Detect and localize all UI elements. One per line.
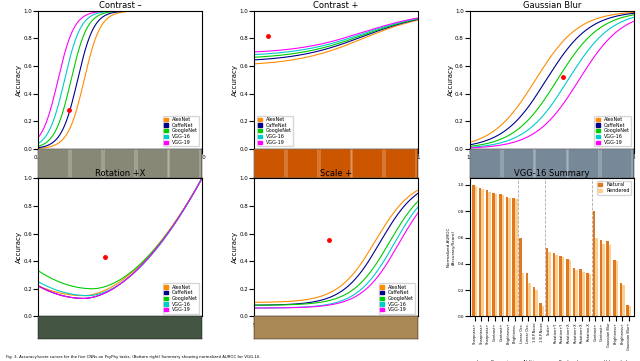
- Legend: Natural, Rendered: Natural, Rendered: [597, 181, 631, 195]
- Title: Gaussian Blur: Gaussian Blur: [523, 1, 581, 10]
- Bar: [492, 193, 495, 316]
- Bar: [620, 283, 622, 316]
- Bar: [535, 290, 538, 316]
- Bar: [506, 197, 508, 316]
- Bar: [532, 287, 535, 316]
- Bar: [499, 194, 502, 316]
- Bar: [553, 253, 555, 316]
- Bar: [104, 149, 135, 178]
- Bar: [486, 190, 488, 316]
- Bar: [503, 149, 534, 178]
- Bar: [566, 258, 568, 316]
- Bar: [319, 149, 351, 178]
- Bar: [38, 149, 70, 178]
- Legend: AlexNet, CaffeNet, GoogleNet, VGG-16, VGG-19: AlexNet, CaffeNet, GoogleNet, VGG-16, VG…: [257, 116, 293, 146]
- Bar: [573, 268, 575, 316]
- Bar: [488, 191, 491, 316]
- Bar: [600, 240, 602, 316]
- Bar: [559, 256, 562, 316]
- Title: Contrast +: Contrast +: [314, 1, 358, 10]
- Bar: [568, 149, 599, 178]
- Bar: [479, 188, 481, 316]
- Bar: [481, 189, 484, 316]
- Title: Scale +: Scale +: [320, 169, 352, 178]
- Bar: [616, 261, 618, 316]
- Y-axis label: Accuracy: Accuracy: [16, 231, 22, 264]
- Legend: AlexNet, CaffeNet, GoogleNet, VGG-16, VGG-19: AlexNet, CaffeNet, GoogleNet, VGG-16, VG…: [163, 116, 200, 146]
- Bar: [568, 260, 571, 316]
- Bar: [546, 248, 548, 316]
- Bar: [254, 149, 285, 178]
- Bar: [562, 257, 564, 316]
- Bar: [495, 194, 497, 316]
- Bar: [593, 211, 595, 316]
- X-axis label: Sigma: Sigma: [541, 161, 563, 168]
- Bar: [586, 273, 589, 316]
- Bar: [622, 285, 625, 316]
- Bar: [602, 244, 605, 316]
- Y-axis label: Accuracy: Accuracy: [232, 231, 238, 264]
- Bar: [555, 255, 557, 316]
- Title: Contrast –: Contrast –: [99, 1, 141, 10]
- Y-axis label: Accuracy: Accuracy: [16, 64, 22, 96]
- Bar: [542, 306, 545, 316]
- Bar: [536, 149, 566, 178]
- Bar: [472, 185, 475, 316]
- Bar: [522, 273, 524, 316]
- Text: Fig. 3. Accuracy/score curves for the five CNNs on PsyPhy tasks. (Bottom right) : Fig. 3. Accuracy/score curves for the fi…: [6, 355, 261, 359]
- Bar: [508, 198, 511, 316]
- Title: Rotation +X: Rotation +X: [95, 169, 145, 178]
- Bar: [71, 149, 102, 178]
- Bar: [601, 149, 632, 178]
- Bar: [385, 149, 416, 178]
- Bar: [606, 242, 609, 316]
- Bar: [627, 305, 629, 316]
- Bar: [548, 252, 551, 316]
- Bar: [470, 149, 501, 178]
- Title: VGG-16 Summary: VGG-16 Summary: [514, 169, 589, 178]
- Legend: AlexNet, CaffeNet, GoogleNet, VGG-16, VGG-19: AlexNet, CaffeNet, GoogleNet, VGG-16, VG…: [379, 283, 415, 314]
- X-axis label: Factor: Factor: [109, 161, 131, 168]
- Bar: [629, 306, 632, 316]
- Bar: [595, 238, 598, 316]
- Bar: [613, 260, 616, 316]
- Bar: [575, 270, 578, 316]
- Bar: [526, 273, 529, 316]
- Bar: [169, 149, 200, 178]
- X-axis label: Scalar: Scalar: [325, 329, 347, 335]
- Bar: [515, 199, 518, 316]
- Bar: [589, 274, 591, 316]
- Bar: [519, 238, 522, 316]
- Bar: [513, 198, 515, 316]
- Bar: [287, 149, 318, 178]
- Bar: [529, 283, 531, 316]
- Legend: AlexNet, CaffeNet, GoogleNet, VGG-16, VGG-19: AlexNet, CaffeNet, GoogleNet, VGG-16, VG…: [163, 283, 200, 314]
- Bar: [502, 195, 504, 316]
- Bar: [609, 245, 611, 316]
- Y-axis label: Normalized AUROC
(Accuracy/Score): Normalized AUROC (Accuracy/Score): [447, 228, 456, 267]
- Bar: [582, 272, 584, 316]
- X-axis label: Degrees: Degrees: [106, 329, 134, 335]
- Bar: [475, 186, 477, 316]
- Bar: [353, 149, 383, 178]
- Legend: AlexNet, CaffeNet, GoogleNet, VGG-16, VGG-19: AlexNet, CaffeNet, GoogleNet, VGG-16, VG…: [595, 116, 631, 146]
- X-axis label: Factor: Factor: [325, 161, 347, 168]
- Bar: [136, 149, 168, 178]
- Bar: [540, 303, 542, 316]
- Y-axis label: Accuracy: Accuracy: [232, 64, 238, 96]
- Bar: [579, 269, 582, 316]
- Y-axis label: Accuracy: Accuracy: [448, 64, 454, 96]
